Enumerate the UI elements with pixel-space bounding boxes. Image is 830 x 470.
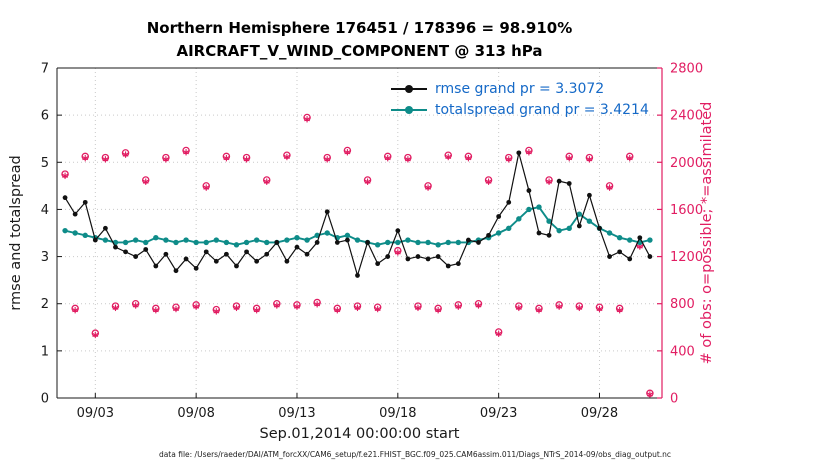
svg-text:2400: 2400 bbox=[670, 109, 703, 124]
svg-text:09/18: 09/18 bbox=[379, 406, 416, 421]
svg-text:3: 3 bbox=[41, 250, 49, 265]
svg-text:800: 800 bbox=[670, 297, 695, 312]
svg-text:1200: 1200 bbox=[670, 250, 703, 265]
tick-labels: 0 1 2 3 4 5 6 7 09/03 09/08 09/13 09/18 09/23 09/28 0 4… bbox=[41, 62, 703, 422]
svg-text:0: 0 bbox=[41, 392, 49, 407]
obs-series bbox=[61, 113, 654, 398]
axes-layer bbox=[56, 67, 663, 399]
svg-text:2000: 2000 bbox=[670, 156, 703, 171]
svg-text:2: 2 bbox=[41, 297, 49, 312]
svg-text:6: 6 bbox=[41, 109, 49, 124]
svg-text:09/23: 09/23 bbox=[480, 406, 517, 421]
legend-label: rmse grand pr = 3.3072 bbox=[435, 80, 605, 97]
svg-text:2800: 2800 bbox=[670, 62, 703, 77]
svg-text:09/28: 09/28 bbox=[581, 406, 618, 421]
svg-text:5: 5 bbox=[41, 156, 49, 171]
svg-text:400: 400 bbox=[670, 344, 695, 359]
chart-title: Northern Hemisphere 176451 / 178396 = 98… bbox=[146, 19, 573, 37]
legend-item: rmse grand pr = 3.3072 bbox=[391, 78, 649, 99]
totalspread-series bbox=[62, 204, 653, 248]
svg-text:4: 4 bbox=[41, 203, 49, 218]
svg-text:0: 0 bbox=[670, 392, 678, 407]
y-axis-label-left: rmse and totalspread bbox=[8, 155, 24, 311]
svg-text:09/08: 09/08 bbox=[177, 406, 214, 421]
chart-subtitle: AIRCRAFT_V_WIND_COMPONENT @ 313 hPa bbox=[176, 42, 543, 60]
rmse-series bbox=[62, 150, 653, 278]
svg-text:09/13: 09/13 bbox=[278, 406, 315, 421]
svg-text:1: 1 bbox=[41, 344, 49, 359]
legend-label: totalspread grand pr = 3.4214 bbox=[435, 101, 649, 118]
grid-layer bbox=[57, 68, 662, 398]
x-axis-label: Sep.01,2014 00:00:00 start bbox=[259, 426, 460, 442]
svg-text:1600: 1600 bbox=[670, 203, 703, 218]
data-file-caption: data file: /Users/raeder/DAI/ATM_forcXX/… bbox=[158, 450, 672, 459]
svg-text:09/03: 09/03 bbox=[77, 406, 114, 421]
y-axis-label-right: # of obs: o=possible; *=assimilated bbox=[699, 101, 715, 365]
svg-text:7: 7 bbox=[41, 62, 49, 77]
legend-item: totalspread grand pr = 3.4214 bbox=[391, 99, 649, 120]
legend: rmse grand pr = 3.3072 totalspread grand … bbox=[391, 78, 649, 120]
